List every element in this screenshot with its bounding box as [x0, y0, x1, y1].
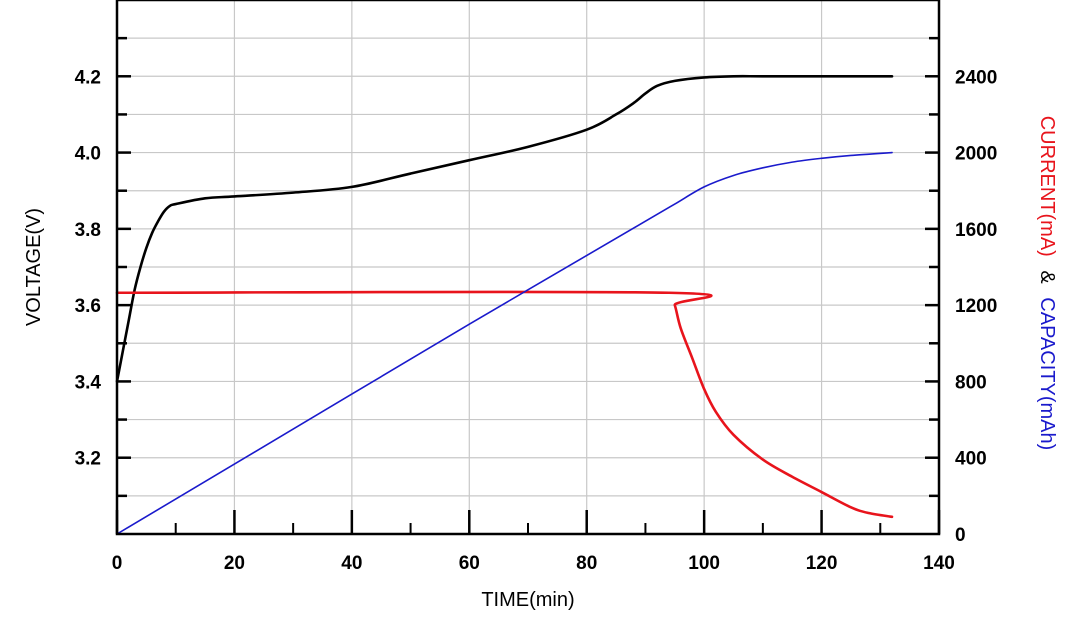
- right-axis-title: CURRENT(mA) & CAPACITY(mAh): [1036, 116, 1058, 451]
- y-right-tick-label: 2400: [955, 67, 997, 88]
- x-tick-label: 120: [806, 553, 838, 574]
- capacity-line: [116, 151, 893, 535]
- grid-lines: [117, 0, 939, 534]
- y-right-tick-label: 400: [955, 449, 987, 470]
- right-axis-title-current: CURRENT(mA): [1036, 116, 1058, 257]
- x-tick-label: 100: [688, 553, 720, 574]
- x-tick-label: 20: [224, 553, 245, 574]
- y-left-tick-label: 3.8: [75, 220, 101, 241]
- x-tick-label: 80: [576, 553, 597, 574]
- y-left-tick-label: 4.2: [75, 67, 101, 88]
- y-left-tick-label: 3.2: [75, 449, 101, 470]
- tick-labels: 0 20 40 60 80 100 120 140 3.2 3.4 3.6 3.8 4.0 4.2 0 400…: [75, 67, 998, 574]
- current-line: [115, 290, 894, 519]
- y-right-tick-label: 1600: [955, 220, 997, 241]
- x-axis-title: TIME(min): [481, 589, 574, 611]
- x-tick-label: 60: [459, 553, 480, 574]
- left-axis-title: VOLTAGE(V): [23, 208, 45, 326]
- y-left-tick-label: 4.0: [75, 144, 101, 165]
- y-right-tick-label: 800: [955, 372, 987, 393]
- series-layer: [115, 74, 894, 535]
- y-right-tick-label: 1200: [955, 296, 997, 317]
- x-tick-label: 0: [112, 553, 123, 574]
- right-axis-title-capacity: CAPACITY(mAh): [1036, 297, 1058, 450]
- y-left-tick-label: 3.6: [75, 296, 101, 317]
- right-axis-title-joiner: &: [1036, 270, 1058, 284]
- tick-marks: [115, 36, 941, 534]
- y-right-tick-label: 2000: [955, 144, 997, 165]
- y-left-tick-label: 3.4: [75, 372, 102, 393]
- voltage-line: [115, 74, 894, 383]
- y-right-tick-label: 0: [955, 525, 966, 546]
- x-tick-label: 140: [923, 553, 955, 574]
- x-tick-label: 40: [341, 553, 362, 574]
